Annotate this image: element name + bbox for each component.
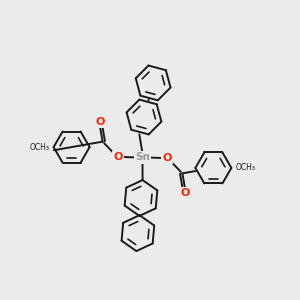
Text: OCH₃: OCH₃ [30, 142, 50, 152]
Text: OCH₃: OCH₃ [235, 164, 255, 172]
Text: O: O [180, 188, 189, 198]
Text: O: O [96, 117, 105, 127]
Text: Sn: Sn [135, 152, 150, 163]
Text: O: O [162, 153, 172, 163]
Text: O: O [42, 142, 50, 152]
Text: O: O [113, 152, 123, 162]
